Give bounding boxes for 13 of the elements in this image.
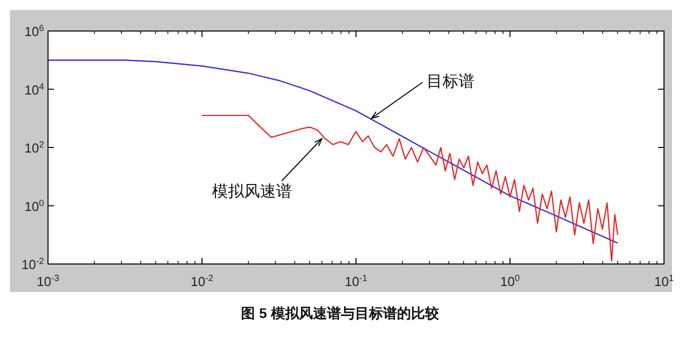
x-tick-label: 10$^{-1}$ <box>344 273 368 289</box>
annotation: 模拟风速谱 <box>212 182 292 201</box>
annotation: 目标谱 <box>426 72 474 90</box>
y-tick-label: 10$^{-2}$ <box>22 256 44 272</box>
x-tick-label: 10$^{1}$ <box>654 273 674 289</box>
caption: 图 5 模拟风速谱与目标谱的比较 <box>241 305 440 321</box>
x-tick-label: 10$^{-2}$ <box>190 273 214 289</box>
y-tick-label: 10$^{6}$ <box>24 23 44 39</box>
y-tick-label: 10$^{2}$ <box>24 140 44 156</box>
y-tick-label: 10$^{0}$ <box>24 198 44 214</box>
x-tick-label: 10$^{-3}$ <box>36 273 60 289</box>
x-tick-label: 10$^{0}$ <box>500 273 520 289</box>
y-tick-label: 10$^{4}$ <box>24 81 44 98</box>
